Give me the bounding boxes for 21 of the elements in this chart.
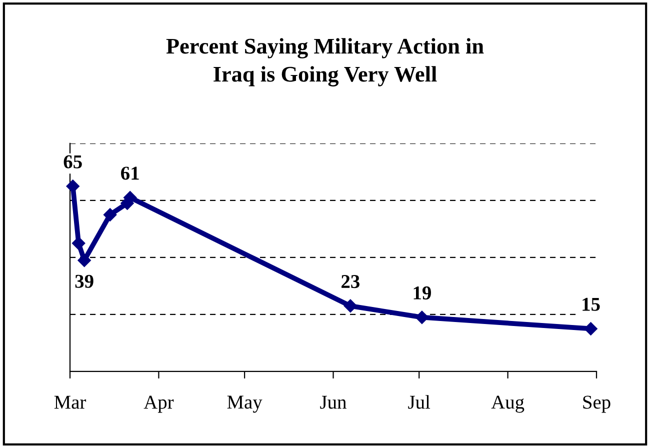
data-label: 61 bbox=[121, 166, 139, 180]
x-tick-label: Sep bbox=[583, 396, 610, 413]
point bbox=[415, 310, 429, 324]
x-tick-label: Jun bbox=[320, 396, 346, 409]
data-label: 23 bbox=[342, 275, 360, 288]
data-label: 19 bbox=[414, 286, 431, 300]
chart-title: Percent Saying Military Action in Iraq is Going Very Well bbox=[166, 38, 484, 86]
point bbox=[78, 254, 91, 267]
point bbox=[584, 322, 598, 336]
x-tick-label: Jul bbox=[408, 395, 430, 409]
point bbox=[66, 180, 80, 193]
x-tick-label: May bbox=[227, 396, 262, 413]
point bbox=[72, 236, 86, 250]
point bbox=[103, 208, 117, 222]
x-tick-label: Aug bbox=[491, 396, 524, 413]
point bbox=[344, 299, 358, 313]
data-label: 15 bbox=[582, 298, 600, 311]
x-tick-label: Mar bbox=[54, 396, 86, 409]
data-label: 39 bbox=[75, 274, 94, 288]
x-tick-label: Apr bbox=[144, 396, 174, 413]
data-label: 65 bbox=[64, 155, 82, 168]
